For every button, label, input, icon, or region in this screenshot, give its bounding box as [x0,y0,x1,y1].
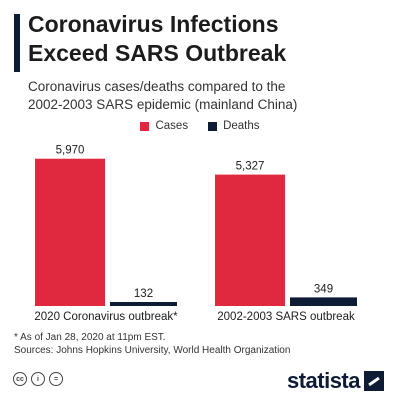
footnotes: * As of Jan 28, 2020 at 11pm EST. Source… [14,331,290,357]
value-label-cases-1: 5,970 [56,145,85,157]
brand-logo[interactable]: statista [287,368,384,394]
bar-cases-1 [35,158,105,306]
legend-label-deaths: Deaths [223,120,260,132]
attribution-icon[interactable]: i [31,372,45,386]
title-line-1: Coronavirus Infections [28,11,279,37]
value-label-deaths-1: 132 [134,288,153,300]
cc-icon[interactable]: cc [13,372,27,386]
chart-legend: Cases Deaths [0,120,400,132]
legend-item-deaths: Deaths [208,120,260,132]
bar-cases-2 [215,174,285,306]
category-label-2: 2002-2003 SARS outbreak [217,311,355,323]
brand-mark-icon [364,371,384,391]
value-label-cases-2: 5,327 [236,161,265,173]
no-derivatives-icon[interactable]: = [49,372,63,386]
legend-item-cases: Cases [140,120,188,132]
footnote-sources: Sources: Johns Hopkins University, World… [14,345,291,356]
legend-swatch-cases [140,121,150,131]
legend-swatch-deaths [208,121,218,131]
bar-deaths-2 [290,297,357,306]
chart-subtitle: Coronavirus cases/deaths compared to the… [28,78,392,114]
subtitle-line-1: Coronavirus cases/deaths compared to the [28,79,286,94]
bar-deaths-1 [110,302,177,306]
bar-chart: 5,970 132 2020 Coronavirus outbreak* 5,327 3… [34,145,357,323]
legend-label-cases: Cases [155,120,189,132]
brand-name: statista [286,368,361,393]
license-icons: cc i = [13,372,67,386]
footer: cc i = statista [0,362,400,400]
value-label-deaths-2: 349 [314,283,333,295]
title-accent-bar [14,14,20,72]
footnote-date: * As of Jan 28, 2020 at 11pm EST. [14,332,166,343]
title-line-2: Exceed SARS Outbreak [28,40,287,66]
chart-title: Coronavirus Infections Exceed SARS Outbr… [28,10,388,68]
subtitle-line-2: 2002-2003 SARS epidemic (mainland China) [28,97,298,112]
category-label-1: 2020 Coronavirus outbreak* [34,311,178,323]
